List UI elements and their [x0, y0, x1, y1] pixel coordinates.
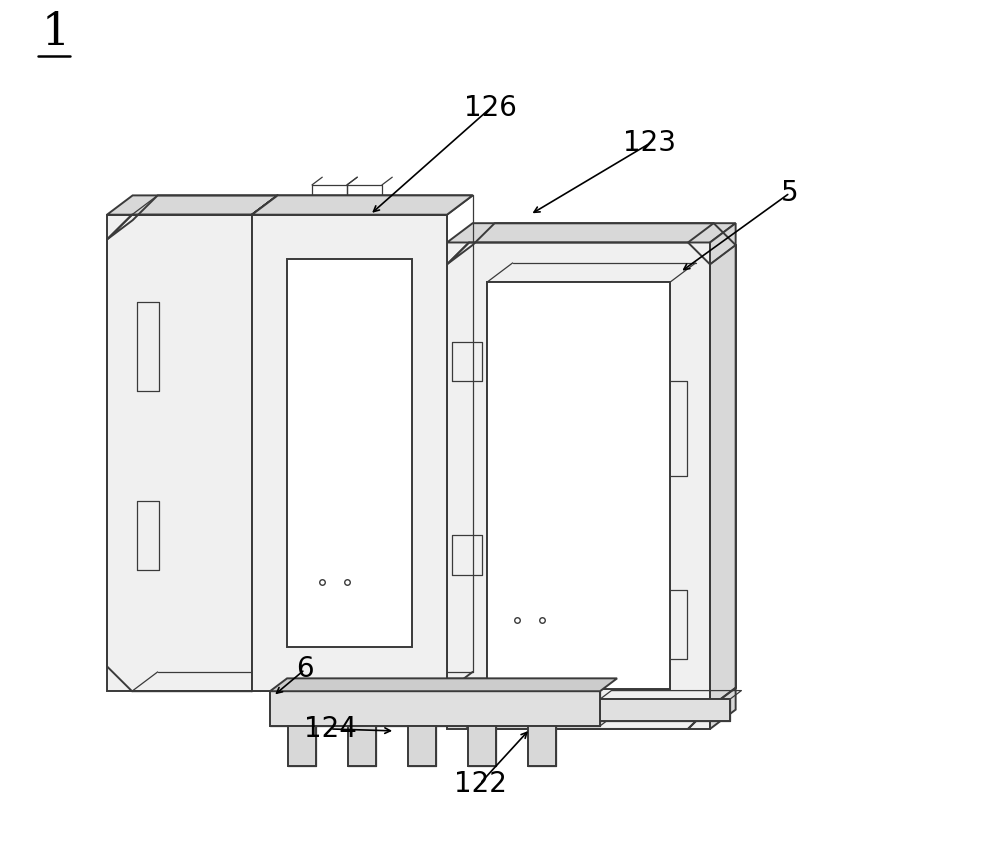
- Polygon shape: [710, 223, 736, 729]
- Text: 6: 6: [296, 656, 314, 683]
- Polygon shape: [600, 699, 730, 721]
- Polygon shape: [107, 196, 278, 214]
- Polygon shape: [270, 679, 617, 692]
- Polygon shape: [252, 196, 278, 692]
- Polygon shape: [270, 692, 600, 726]
- Text: 5: 5: [781, 178, 799, 207]
- Polygon shape: [447, 223, 736, 243]
- Text: 1: 1: [42, 10, 70, 54]
- Polygon shape: [287, 259, 412, 647]
- Text: 123: 123: [624, 130, 676, 157]
- Polygon shape: [447, 243, 710, 729]
- Polygon shape: [528, 726, 556, 765]
- Text: 124: 124: [304, 715, 356, 743]
- Polygon shape: [487, 282, 670, 689]
- Text: 126: 126: [464, 94, 516, 123]
- Polygon shape: [348, 726, 376, 765]
- Polygon shape: [408, 726, 436, 765]
- Polygon shape: [252, 196, 473, 214]
- Polygon shape: [107, 214, 252, 692]
- Text: 122: 122: [454, 770, 506, 798]
- Polygon shape: [288, 726, 316, 765]
- Polygon shape: [252, 214, 447, 692]
- Polygon shape: [468, 726, 496, 765]
